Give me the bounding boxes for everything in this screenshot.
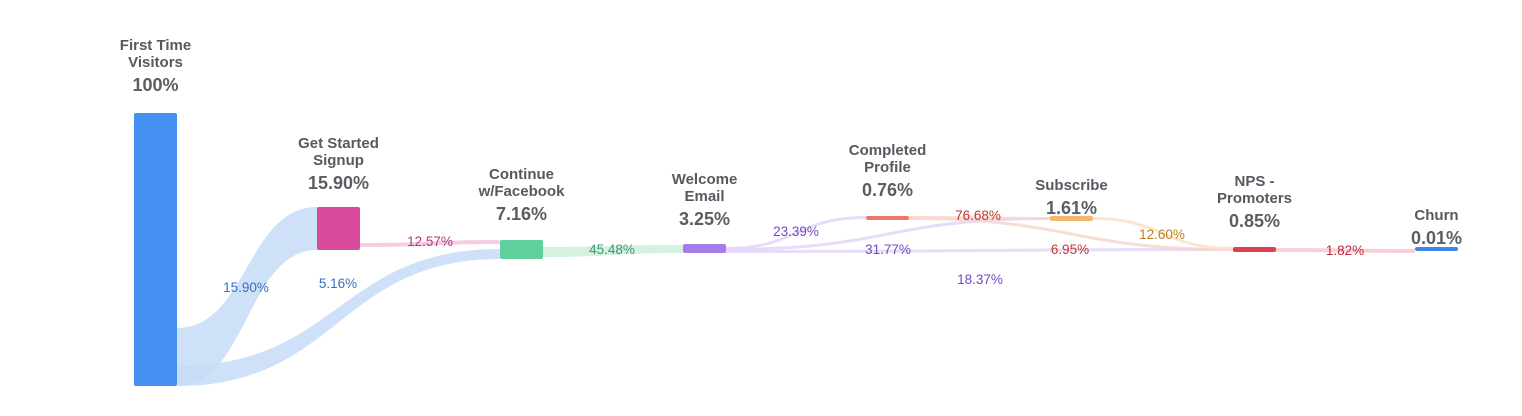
node-nps bbox=[1233, 247, 1276, 252]
node-subscribe bbox=[1050, 216, 1093, 221]
flow-visitors-to-signup bbox=[177, 207, 317, 386]
flow-label-nps-to-churn: 1.82% bbox=[1326, 243, 1364, 258]
flow-profile-to-nps bbox=[909, 217, 1233, 251]
stage-value-nps: 0.85% bbox=[1229, 211, 1280, 231]
stage-name-profile: Completed bbox=[849, 142, 927, 159]
stage-name-welcome: Email bbox=[684, 188, 724, 205]
node-churn bbox=[1415, 247, 1458, 251]
stage-name-welcome: Welcome bbox=[672, 171, 738, 188]
stage-name-signup: Signup bbox=[313, 152, 364, 169]
flow-label-welcome-to-nps: 18.37% bbox=[957, 272, 1003, 287]
stage-value-profile: 0.76% bbox=[862, 180, 913, 200]
node-welcome bbox=[683, 244, 726, 253]
node-facebook bbox=[500, 240, 543, 259]
stage-nodes bbox=[134, 113, 1458, 386]
stage-name-visitors: First Time bbox=[120, 37, 191, 54]
flow-labels: 15.90% 5.16% 12.57% 45.48% 23.39% 31.77% 18.37… bbox=[223, 208, 1364, 295]
flow-label-subscribe-to-nps: 12.60% bbox=[1139, 227, 1185, 242]
flow-label-visitors-to-facebook: 5.16% bbox=[319, 276, 357, 291]
flow-welcome-to-nps bbox=[726, 248, 1233, 253]
flow-label-welcome-to-subscribe: 31.77% bbox=[865, 242, 911, 257]
stage-value-signup: 15.90% bbox=[308, 173, 369, 193]
stage-name-subscribe: Subscribe bbox=[1035, 177, 1108, 194]
flow-visitors-to-facebook bbox=[177, 249, 500, 386]
flow-links bbox=[177, 207, 1415, 386]
flow-label-signup-to-facebook: 12.57% bbox=[407, 234, 453, 249]
flow-subscribe-to-nps bbox=[1093, 217, 1233, 250]
stage-value-visitors: 100% bbox=[132, 75, 178, 95]
stage-name-visitors: Visitors bbox=[128, 54, 183, 71]
stage-value-subscribe: 1.61% bbox=[1046, 198, 1097, 218]
stage-value-facebook: 7.16% bbox=[496, 204, 547, 224]
stage-name-signup: Get Started bbox=[298, 135, 379, 152]
flow-label-visitors-to-signup: 15.90% bbox=[223, 280, 269, 295]
flow-welcome-to-subscribe bbox=[726, 217, 1050, 251]
node-signup bbox=[317, 207, 360, 250]
node-visitors bbox=[134, 113, 177, 386]
flow-facebook-to-welcome bbox=[543, 245, 683, 257]
stage-name-profile: Profile bbox=[864, 159, 911, 176]
stage-value-welcome: 3.25% bbox=[679, 209, 730, 229]
flow-label-profile-to-subscribe: 76.68% bbox=[955, 208, 1001, 223]
stage-name-facebook: Continue bbox=[489, 166, 554, 183]
flow-label-facebook-to-welcome: 45.48% bbox=[589, 242, 635, 257]
stage-name-nps: NPS - bbox=[1234, 173, 1274, 190]
stage-name-churn: Churn bbox=[1414, 207, 1458, 224]
flow-label-profile-to-nps: 6.95% bbox=[1051, 242, 1089, 257]
flow-signup-to-facebook bbox=[360, 240, 500, 247]
stage-name-nps: Promoters bbox=[1217, 190, 1292, 207]
flow-welcome-to-profile bbox=[726, 216, 866, 250]
stage-name-facebook: w/Facebook bbox=[478, 183, 566, 200]
flow-nps-to-churn bbox=[1276, 248, 1415, 253]
flow-label-welcome-to-profile: 23.39% bbox=[773, 224, 819, 239]
stage-value-churn: 0.01% bbox=[1411, 228, 1462, 248]
node-profile bbox=[866, 216, 909, 220]
